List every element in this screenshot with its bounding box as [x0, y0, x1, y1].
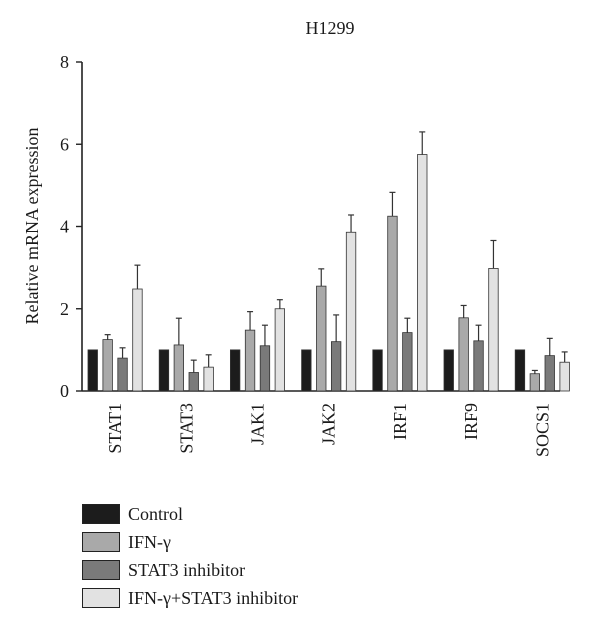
legend-item-stat3-inhibitor: STAT3 inhibitor: [82, 556, 298, 584]
y-axis-label: Relative mRNA expression: [22, 128, 42, 325]
bar-stat1-control: [87, 349, 98, 392]
x-tick-label-irf9: IRF9: [461, 403, 481, 440]
legend-label-ifn-gamma-stat3-inhibitor: IFN-γ+STAT3 inhibitor: [128, 587, 299, 608]
bar-jak2-control: [301, 349, 312, 392]
bars-group: [87, 131, 570, 392]
bar-irf9-stat3-inhibitor: [473, 340, 484, 392]
chart-title: H1299: [306, 18, 355, 38]
x-tick-label-jak1: JAK1: [248, 403, 268, 445]
legend-item-ifn-gamma-stat3-inhibitor: IFN-γ+STAT3 inhibitor: [82, 584, 298, 612]
bar-irf9-control: [443, 349, 454, 392]
bar-stat3-ifn-stat3-inhibitor: [203, 366, 214, 392]
bar-irf9-ifn: [458, 317, 469, 392]
y-tick-label: 0: [60, 381, 69, 401]
y-tick-label: 6: [60, 134, 69, 154]
y-tick-label: 2: [60, 299, 69, 319]
bar-jak2-ifn-stat3-inhibitor: [345, 231, 357, 392]
bar-jak1-control: [229, 349, 241, 392]
legend-swatch-control: [82, 504, 120, 524]
bar-jak2-stat3-inhibitor: [330, 341, 342, 392]
legend-item-ifn-gamma: IFN-γ: [82, 528, 298, 556]
bar-socs1-ifn-stat3-inhibitor: [559, 361, 570, 392]
bar-stat1-stat3-inhibitor: [117, 357, 128, 392]
x-tick-label-socs1: SOCS1: [532, 403, 552, 457]
bar-jak1-ifn: [244, 329, 256, 392]
bar-stat3-control: [158, 349, 170, 392]
bar-irf1-ifn: [387, 215, 398, 392]
legend-label-control: Control: [128, 503, 184, 524]
y-tick-label: 4: [60, 217, 69, 237]
bar-irf1-ifn-stat3-inhibitor: [417, 154, 428, 392]
bar-irf1-stat3-inhibitor: [402, 332, 413, 392]
legend-swatch-stat3-inhibitor: [82, 560, 120, 580]
legend: Control IFN-γ STAT3 inhibitor IFN-γ+STAT…: [82, 500, 298, 612]
bar-irf1-control: [372, 349, 383, 392]
bar-socs1-ifn: [529, 373, 540, 392]
bar-stat1-ifn-stat3-inhibitor: [132, 288, 143, 392]
x-tick-label-stat1: STAT1: [105, 403, 125, 454]
bar-jak1-ifn-stat3-inhibitor: [274, 308, 286, 392]
bar-stat3-stat3-inhibitor: [188, 372, 199, 392]
bar-jak1-stat3-inhibitor: [259, 345, 271, 392]
bar-chart: H1299 Relative mRNA expression 0 2 4 6 8 STA…: [22, 18, 570, 457]
legend-item-control: Control: [82, 500, 298, 528]
bar-socs1-control: [514, 349, 526, 392]
bar-stat1-ifn: [102, 339, 113, 392]
x-tick-label-irf1: IRF1: [390, 403, 410, 440]
x-tick-label-stat3: STAT3: [176, 403, 196, 454]
legend-swatch-ifn-gamma-stat3-inhibitor: [82, 588, 120, 608]
legend-label-stat3-inhibitor: STAT3 inhibitor: [128, 559, 246, 580]
bar-jak2-ifn: [316, 285, 327, 392]
bar-stat3-ifn: [173, 344, 185, 392]
bar-socs1-stat3-inhibitor: [544, 355, 555, 392]
legend-swatch-ifn-gamma: [82, 532, 120, 552]
legend-label-ifn-gamma: IFN-γ: [128, 531, 171, 552]
y-tick-label: 8: [60, 52, 69, 72]
bar-irf9-ifn-stat3-inhibitor: [488, 268, 499, 392]
x-tick-labels: STAT1 STAT3 JAK1 JAK2 IRF1 IRF9 SOCS1: [105, 403, 552, 457]
x-tick-label-jak2: JAK2: [319, 403, 339, 445]
